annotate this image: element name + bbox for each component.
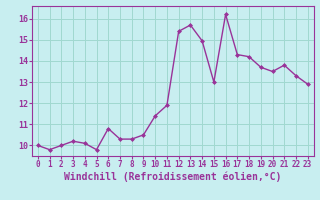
X-axis label: Windchill (Refroidissement éolien,°C): Windchill (Refroidissement éolien,°C) (64, 172, 282, 182)
